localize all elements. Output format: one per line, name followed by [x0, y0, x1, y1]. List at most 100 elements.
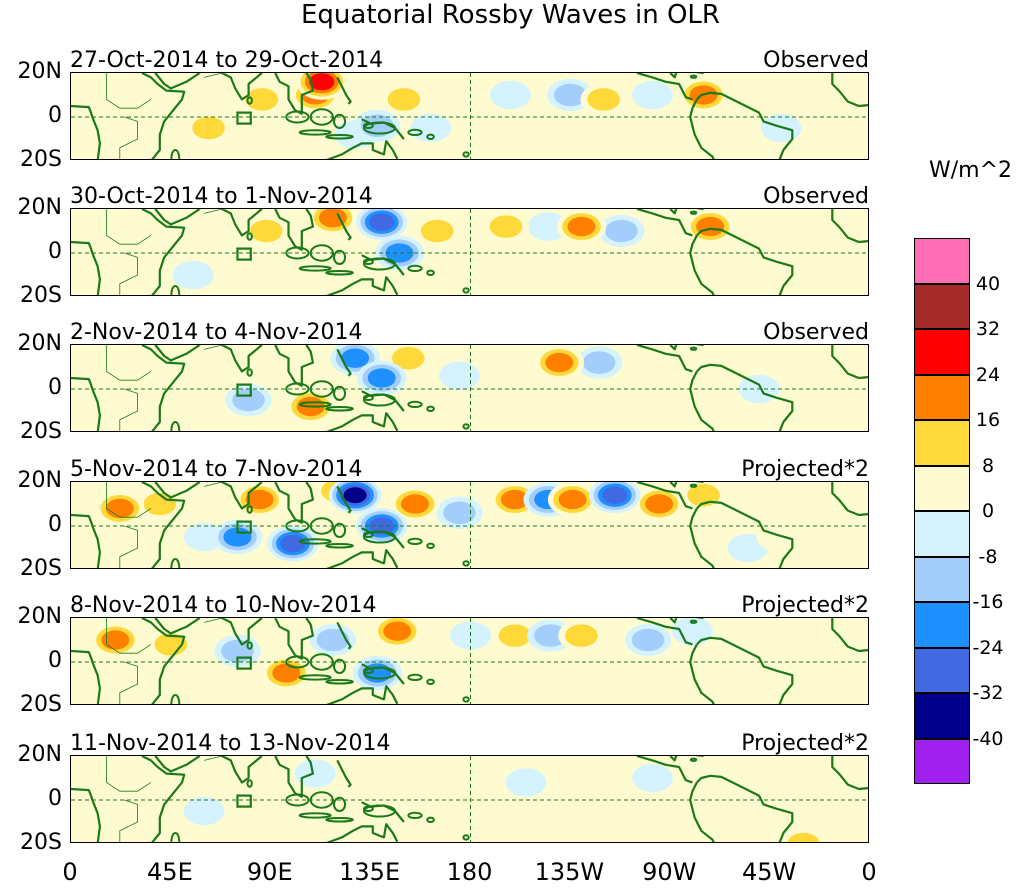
latitude-label: 20S	[20, 830, 62, 855]
coastline	[669, 209, 678, 215]
coastline	[689, 781, 715, 842]
olr-anomaly-contour	[245, 489, 274, 510]
colorbar-level-label: 40	[975, 272, 1001, 295]
olr-anomaly-contour	[385, 243, 414, 263]
coastline	[154, 73, 201, 90]
colorbar-level-label: -32	[972, 682, 1004, 704]
island-outline	[246, 96, 253, 105]
olr-anomaly-contour	[383, 621, 412, 641]
olr-anomaly-contour	[565, 624, 598, 647]
island-outline	[325, 817, 354, 823]
olr-anomaly-contour	[318, 209, 347, 228]
country-border	[106, 756, 152, 792]
coastline	[636, 482, 693, 510]
colorbar-swatch	[914, 465, 970, 511]
map-canvas	[71, 73, 868, 159]
region-box	[236, 383, 252, 397]
panel-kind-label: Observed	[763, 184, 869, 209]
olr-anomaly-contour	[716, 796, 758, 826]
island-outline	[462, 423, 470, 430]
coastline	[831, 209, 868, 244]
map-panel: 27-Oct-2014 to 29-Oct-2014 Observed 20N 0 20…	[0, 48, 1021, 186]
coastline	[154, 482, 201, 499]
coastline	[221, 73, 263, 101]
coastline	[71, 649, 101, 704]
island-outline	[285, 110, 310, 124]
latitude-label: 0	[48, 786, 62, 811]
island-outline	[462, 151, 470, 158]
coastline	[636, 73, 693, 101]
longitude-label: 0	[62, 858, 78, 886]
olr-anomaly-contour	[490, 80, 531, 110]
olr-anomaly-contour	[367, 368, 396, 388]
olr-anomaly-contour	[410, 113, 451, 143]
island-outline	[689, 757, 698, 762]
coastline	[689, 234, 715, 295]
olr-anomaly-map	[70, 344, 869, 432]
coastline	[669, 618, 678, 624]
coastline	[689, 98, 715, 159]
olr-anomaly-contour	[245, 88, 279, 111]
olr-anomaly-contour	[489, 215, 523, 238]
colorbar-level-label: 0	[981, 500, 995, 522]
olr-anomaly-contour	[83, 763, 125, 793]
island-outline	[309, 517, 334, 535]
colorbar-swatch	[914, 283, 970, 329]
colorbar-swatch	[914, 238, 970, 284]
island-outline	[325, 270, 354, 276]
coastline	[141, 756, 186, 842]
coastline	[689, 507, 715, 568]
colorbar-level-label: 32	[975, 318, 1001, 340]
coastline	[141, 73, 186, 159]
latitude-label: 20S	[20, 556, 62, 581]
country-border	[106, 345, 152, 381]
latitude-label: 20N	[17, 331, 62, 356]
coastline	[669, 482, 678, 488]
olr-anomaly-contour	[716, 658, 758, 688]
latitude-label: 0	[48, 375, 62, 400]
coastline	[221, 345, 263, 373]
coastline	[141, 618, 186, 704]
olr-anomaly-contour	[756, 522, 798, 552]
country-border	[204, 73, 222, 78]
olr-anomaly-contour	[316, 628, 350, 652]
coastline	[326, 549, 399, 568]
island-outline	[689, 619, 698, 624]
coastline	[326, 823, 399, 842]
country-border	[106, 209, 152, 245]
coastline	[669, 73, 678, 79]
island-outline	[426, 816, 435, 823]
island-outline	[325, 679, 354, 685]
coastline	[336, 348, 352, 377]
olr-anomaly-contour	[694, 352, 736, 382]
longitude-label: 135E	[339, 858, 401, 886]
island-outline	[407, 400, 423, 409]
coastline	[336, 759, 352, 788]
island-outline	[462, 834, 470, 841]
colorbar-level-label: 8	[981, 454, 995, 477]
map-canvas	[71, 482, 868, 568]
panel-date-range: 30-Oct-2014 to 1-Nov-2014	[70, 184, 373, 209]
longitude-label: 135W	[534, 858, 605, 886]
longitude-label: 45E	[147, 858, 193, 886]
olr-anomaly-contour	[567, 216, 596, 237]
island-outline	[362, 667, 374, 674]
longitude-label: 90W	[642, 858, 697, 886]
island-outline	[309, 108, 334, 126]
island-outline	[325, 406, 354, 412]
coastline	[689, 370, 715, 431]
latitude-label: 20S	[20, 147, 62, 172]
panel-kind-label: Projected*2	[741, 457, 869, 482]
island-outline	[246, 368, 253, 377]
island-outline	[362, 804, 397, 818]
island-outline	[325, 543, 354, 549]
panel-date-range: 2-Nov-2014 to 4-Nov-2014	[70, 320, 363, 345]
coastline	[696, 227, 794, 295]
island-outline	[285, 655, 310, 669]
olr-anomaly-contour	[638, 352, 680, 382]
island-outline	[285, 519, 310, 533]
olr-anomaly-contour	[558, 489, 587, 510]
island-outline	[407, 811, 423, 820]
island-outline	[309, 791, 334, 809]
olr-anomaly-contour	[272, 663, 301, 683]
